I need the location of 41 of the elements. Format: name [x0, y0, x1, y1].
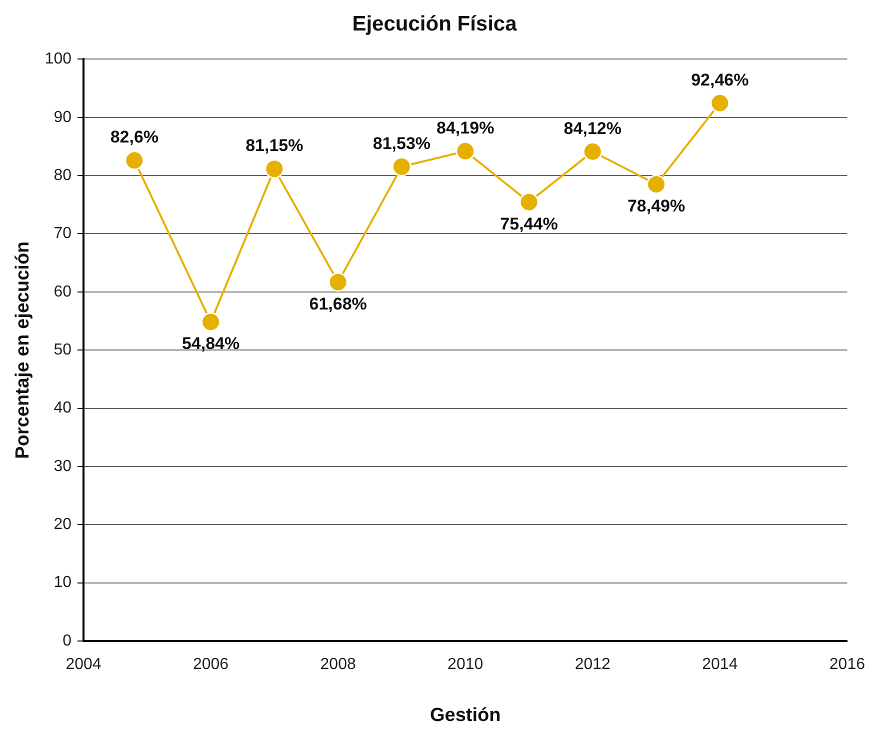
y-tick-label: 100 [44, 50, 72, 68]
y-tick-label: 70 [54, 225, 72, 242]
y-tick-label: 90 [54, 108, 72, 126]
x-tick-label: 2010 [448, 656, 484, 674]
x-tick-label: 2016 [829, 656, 866, 674]
data-label: 81,53% [372, 134, 431, 153]
point [456, 141, 476, 161]
x-axis-title: Gestión [430, 704, 501, 726]
x-tick-label: 2012 [574, 656, 611, 674]
point [519, 192, 539, 212]
data-label: 92,46% [691, 70, 749, 90]
x-tick-label: 2004 [66, 656, 102, 674]
point [264, 159, 284, 179]
x-tick-label: 2014 [702, 656, 738, 674]
point [328, 272, 348, 292]
y-tick-label: 60 [54, 283, 72, 300]
data-label: 84,19% [436, 118, 494, 138]
point [646, 174, 666, 194]
data-label: 54,84% [182, 334, 240, 354]
x-tick-label: 2006 [192, 656, 229, 674]
point [392, 156, 412, 176]
point [124, 150, 144, 170]
data-label: 81,15% [246, 136, 304, 156]
y-tick-label: 80 [54, 166, 72, 184]
y-tick-label: 50 [54, 342, 72, 359]
data-label: 78,49% [627, 196, 686, 216]
point [201, 312, 221, 332]
y-tick-label: 40 [54, 400, 72, 417]
data-label: 61,68% [309, 294, 367, 314]
y-tick-label: 0 [62, 632, 72, 650]
data-label: 75,44% [500, 214, 558, 234]
y-tick-label: 30 [54, 458, 72, 475]
data-label: 84,12% [564, 118, 622, 138]
chart-title: Ejecución Física [352, 12, 518, 36]
point [582, 142, 602, 162]
data-label: 82,6% [110, 128, 159, 147]
y-tick-label: 20 [54, 516, 72, 534]
point [710, 93, 730, 113]
y-axis-title: Porcentaje en ejecución [12, 241, 34, 459]
x-tick-label: 2008 [320, 656, 356, 674]
y-tick-label: 10 [54, 574, 72, 592]
